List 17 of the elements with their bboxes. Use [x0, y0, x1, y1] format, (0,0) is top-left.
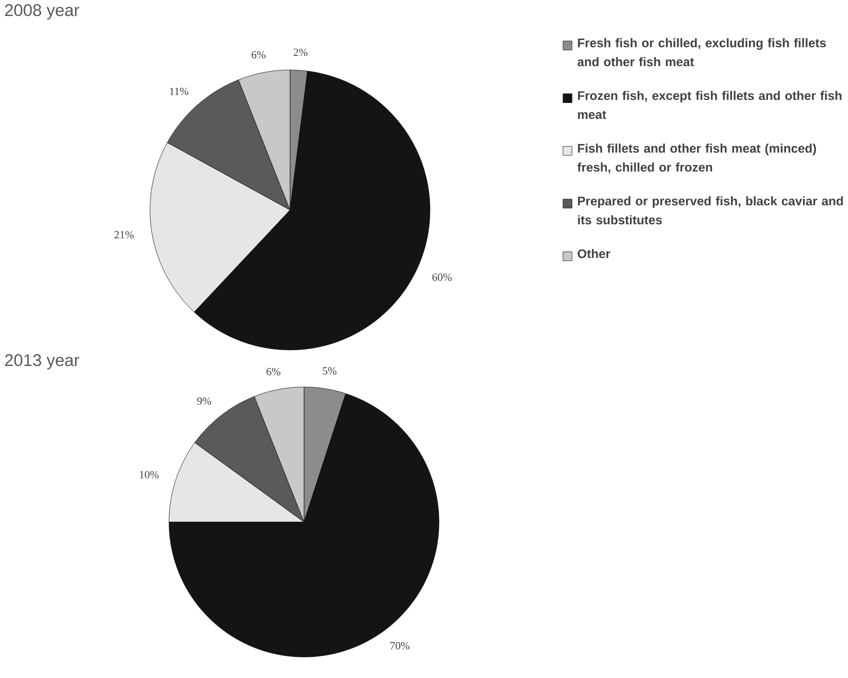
data-label: 9%	[197, 397, 212, 405]
data-label: 10%	[140, 470, 159, 478]
data-label: 6%	[252, 51, 266, 58]
data-label: 2%	[294, 48, 308, 56]
legend-label: Prepared or preserved fish, black caviar and its substitutes	[578, 196, 843, 224]
data-label: 70%	[390, 642, 410, 650]
legend-label: Other	[578, 248, 610, 258]
legend-label: Frozen fish, except fish fillets and other fish meat	[578, 90, 842, 119]
data-label: 6%	[266, 368, 280, 376]
data-label: 11%	[170, 88, 188, 96]
chart-title: 2013 year	[5, 354, 80, 370]
data-label: 5%	[322, 367, 336, 375]
legend-label: Fresh fish or chilled, excluding fish fillets and other fish meat	[578, 38, 826, 66]
chart-title: 2008 year	[5, 4, 80, 20]
legend-label: Fish fillets and other fish meat (minced) fresh, chilled or frozen	[577, 144, 816, 174]
data-label: 21%	[114, 230, 134, 238]
data-label: 60%	[432, 274, 452, 281]
